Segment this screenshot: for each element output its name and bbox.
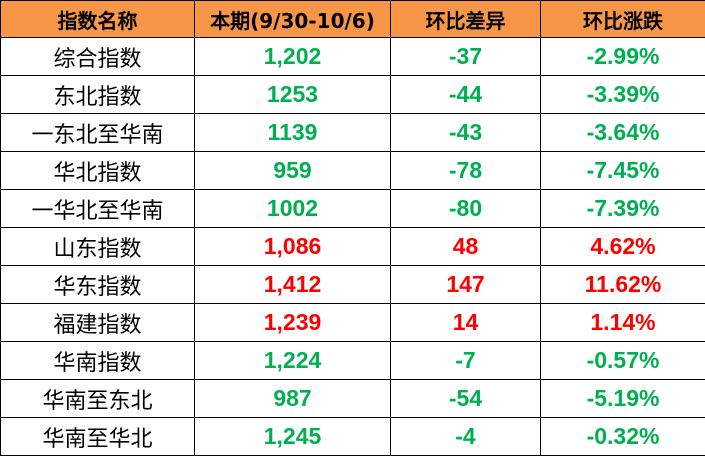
value-cell: 1002 <box>194 189 391 228</box>
value-cell: 1,202 <box>194 37 391 76</box>
table-row: 华北指数 959 -78 -7.45% <box>0 151 705 190</box>
diff-cell: 48 <box>390 227 541 266</box>
diff-cell: 147 <box>390 265 541 304</box>
table-row: 综合指数 1,202 -37 -2.99% <box>0 37 705 76</box>
index-name-cell: 山东指数 <box>0 227 195 266</box>
diff-cell: -54 <box>390 379 541 418</box>
diff-cell: -7 <box>390 341 541 380</box>
diff-cell: -4 <box>390 417 541 456</box>
diff-cell: -44 <box>390 75 541 114</box>
index-name-cell: 一华北至华南 <box>0 189 195 228</box>
diff-cell: 14 <box>390 303 541 342</box>
table-row: 一东北至华南 1139 -43 -3.64% <box>0 113 705 152</box>
table-row: 福建指数 1,239 14 1.14% <box>0 303 705 342</box>
value-cell: 987 <box>194 379 391 418</box>
value-cell: 1139 <box>194 113 391 152</box>
pct-cell: -2.99% <box>540 37 705 76</box>
table-row: 华南指数 1,224 -7 -0.57% <box>0 341 705 380</box>
header-index-name: 指数名称 <box>0 0 195 38</box>
header-row: 指数名称 本期(9/30-10/6) 环比差异 环比涨跌 <box>0 0 705 38</box>
index-name-cell: 华北指数 <box>0 151 195 190</box>
value-cell: 1,239 <box>194 303 391 342</box>
diff-cell: -78 <box>390 151 541 190</box>
pct-cell: 4.62% <box>540 227 705 266</box>
header-pct: 环比涨跌 <box>540 0 705 38</box>
diff-cell: -37 <box>390 37 541 76</box>
index-name-cell: 综合指数 <box>0 37 195 76</box>
table-row: 华南至华北 1,245 -4 -0.32% <box>0 417 705 456</box>
pct-cell: -5.19% <box>540 379 705 418</box>
index-name-cell: 福建指数 <box>0 303 195 342</box>
index-name-cell: 一东北至华南 <box>0 113 195 152</box>
diff-cell: -43 <box>390 113 541 152</box>
pct-cell: -0.32% <box>540 417 705 456</box>
pct-cell: -7.45% <box>540 151 705 190</box>
table-row: 山东指数 1,086 48 4.62% <box>0 227 705 266</box>
pct-cell: -7.39% <box>540 189 705 228</box>
pct-cell: -3.64% <box>540 113 705 152</box>
header-diff: 环比差异 <box>390 0 541 38</box>
value-cell: 1,245 <box>194 417 391 456</box>
index-name-cell: 华东指数 <box>0 265 195 304</box>
value-cell: 1,224 <box>194 341 391 380</box>
table-row: 一华北至华南 1002 -80 -7.39% <box>0 189 705 228</box>
index-name-cell: 华南至华北 <box>0 417 195 456</box>
pct-cell: -3.39% <box>540 75 705 114</box>
value-cell: 1,412 <box>194 265 391 304</box>
table-row: 东北指数 1253 -44 -3.39% <box>0 75 705 114</box>
pct-cell: 1.14% <box>540 303 705 342</box>
index-name-cell: 华南指数 <box>0 341 195 380</box>
value-cell: 1,086 <box>194 227 391 266</box>
index-name-cell: 华南至东北 <box>0 379 195 418</box>
diff-cell: -80 <box>390 189 541 228</box>
header-current-period: 本期(9/30-10/6) <box>194 0 391 38</box>
index-name-cell: 东北指数 <box>0 75 195 114</box>
value-cell: 959 <box>194 151 391 190</box>
pct-cell: 11.62% <box>540 265 705 304</box>
table-row: 华南至东北 987 -54 -5.19% <box>0 379 705 418</box>
pct-cell: -0.57% <box>540 341 705 380</box>
value-cell: 1253 <box>194 75 391 114</box>
table-row: 华东指数 1,412 147 11.62% <box>0 265 705 304</box>
